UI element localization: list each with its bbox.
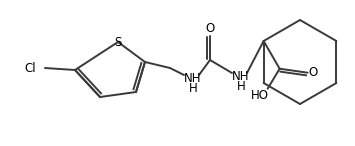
Text: H: H (237, 80, 245, 93)
Text: O: O (308, 66, 317, 79)
Text: Cl: Cl (24, 61, 36, 74)
Text: HO: HO (251, 89, 269, 102)
Text: NH: NH (184, 73, 202, 86)
Text: NH: NH (232, 71, 250, 84)
Text: H: H (189, 81, 197, 94)
Text: O: O (206, 22, 215, 35)
Text: S: S (114, 35, 122, 48)
